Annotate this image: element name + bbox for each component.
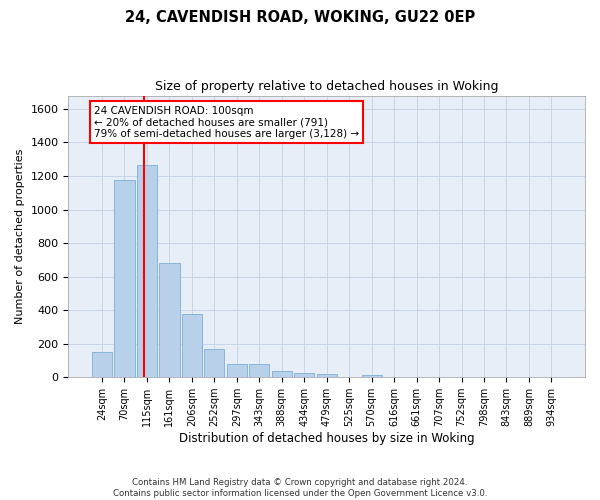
Bar: [249, 364, 269, 377]
Bar: [159, 263, 179, 377]
Title: Size of property relative to detached houses in Woking: Size of property relative to detached ho…: [155, 80, 499, 93]
Bar: [227, 364, 247, 377]
Bar: [137, 165, 157, 377]
Text: 24, CAVENDISH ROAD, WOKING, GU22 0EP: 24, CAVENDISH ROAD, WOKING, GU22 0EP: [125, 10, 475, 25]
X-axis label: Distribution of detached houses by size in Woking: Distribution of detached houses by size …: [179, 432, 475, 445]
Bar: [182, 314, 202, 377]
Y-axis label: Number of detached properties: Number of detached properties: [15, 148, 25, 324]
Bar: [294, 372, 314, 377]
Bar: [362, 375, 382, 377]
Bar: [317, 374, 337, 377]
Text: 24 CAVENDISH ROAD: 100sqm
← 20% of detached houses are smaller (791)
79% of semi: 24 CAVENDISH ROAD: 100sqm ← 20% of detac…: [94, 106, 359, 139]
Bar: [92, 352, 112, 377]
Bar: [115, 180, 134, 377]
Bar: [204, 349, 224, 377]
Bar: [272, 371, 292, 377]
Text: Contains HM Land Registry data © Crown copyright and database right 2024.
Contai: Contains HM Land Registry data © Crown c…: [113, 478, 487, 498]
